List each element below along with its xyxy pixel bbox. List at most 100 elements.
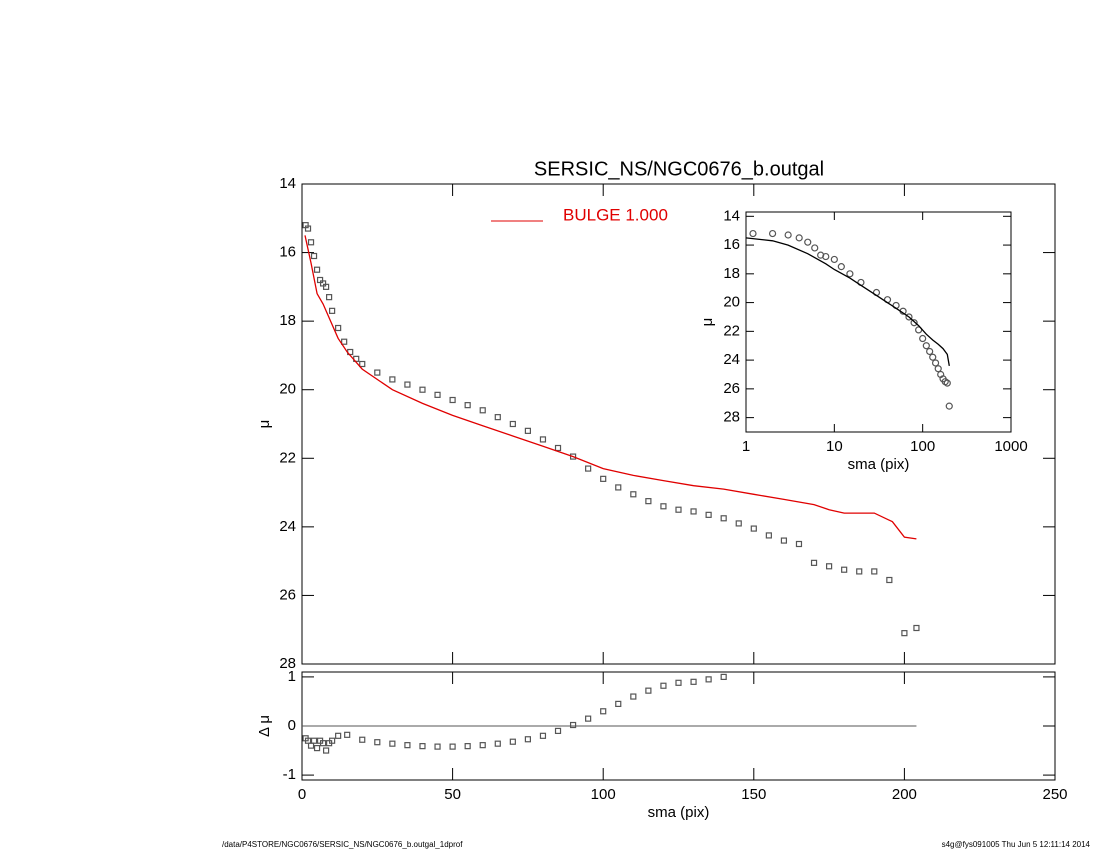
data-point: [554, 444, 562, 452]
y-tick-label: 26: [723, 380, 740, 397]
data-point: [319, 740, 327, 747]
y-tick-label: 18: [279, 312, 296, 329]
data-point: [434, 391, 441, 398]
y-tick-label: 22: [723, 322, 740, 339]
data-point: [810, 559, 818, 566]
data-point: [341, 338, 348, 345]
data-point: [905, 313, 913, 321]
data-point: [494, 414, 501, 421]
data-point: [811, 244, 819, 252]
data-point: [524, 427, 532, 434]
y-tick-label: 28: [723, 409, 740, 426]
data-point: [509, 420, 516, 428]
data-point: [675, 506, 682, 513]
x-tick-label: 150: [741, 786, 766, 803]
data-point: [494, 740, 501, 747]
x-tick-label: 250: [1042, 786, 1067, 803]
data-point: [313, 744, 321, 752]
data-point: [720, 515, 727, 522]
data-point: [871, 568, 878, 575]
data-point: [434, 743, 441, 750]
data-point: [307, 239, 315, 246]
data-point: [645, 498, 652, 505]
data-point: [539, 436, 547, 443]
data-point: [749, 229, 757, 238]
y-tick-label: 20: [279, 381, 296, 398]
footer-stamp: s4g@fys091005 Thu Jun 5 12:11:14 2014: [942, 840, 1091, 849]
legend-label: BULGE 1.000: [563, 205, 668, 224]
y-tick-label: 14: [279, 175, 296, 192]
data-point: [524, 736, 532, 743]
data-point: [795, 234, 803, 242]
data-point: [690, 678, 697, 685]
data-point: [830, 255, 838, 264]
y-tick-label: 16: [279, 244, 296, 261]
data-point: [304, 225, 312, 232]
model-line: [304, 235, 917, 540]
x-tick-label: 1000: [994, 438, 1027, 455]
data-point: [705, 676, 712, 683]
data-point: [929, 353, 937, 361]
data-point: [690, 508, 697, 515]
data-point: [660, 503, 667, 510]
data-point: [359, 360, 366, 368]
plot-frame: [301, 183, 1056, 665]
data-point: [539, 732, 547, 739]
x-tick-label: 100: [591, 786, 616, 803]
data-point: [404, 381, 411, 388]
data-point: [934, 365, 942, 373]
data-point: [720, 673, 727, 681]
data-point: [322, 747, 330, 754]
data-point: [600, 475, 607, 482]
y-tick-label: 1: [288, 668, 296, 685]
y-axis-label: Δ μ: [256, 715, 273, 737]
data-point: [479, 742, 486, 749]
y-tick-label: 26: [279, 586, 296, 603]
footer-path: /data/P4STORE/NGC0676/SERSIC_NS/NGC0676_…: [222, 840, 463, 849]
data-point: [310, 252, 318, 260]
y-tick-label: 16: [723, 236, 740, 253]
data-point: [344, 731, 351, 738]
x-tick-label: 10: [826, 438, 843, 455]
chart-title: SERSIC_NS/NGC0676_b.outgal: [534, 158, 824, 180]
y-tick-label: 22: [279, 449, 296, 466]
x-axis-label: sma (pix): [848, 456, 910, 473]
data-point: [464, 743, 471, 750]
data-point: [615, 484, 622, 491]
data-point: [310, 737, 318, 744]
data-point: [945, 402, 953, 410]
data-point: [780, 537, 788, 544]
data-point: [449, 743, 456, 750]
data-point: [645, 687, 652, 694]
data-point: [600, 708, 607, 715]
data-point: [554, 727, 562, 735]
data-point: [765, 532, 772, 539]
data-point: [660, 682, 667, 689]
x-axis-label: sma (pix): [648, 804, 710, 821]
data-point: [768, 229, 777, 238]
data-point: [335, 732, 342, 739]
data-point: [825, 563, 833, 570]
data-point: [630, 491, 637, 498]
data-point: [705, 511, 712, 518]
y-tick-label: 0: [288, 717, 296, 734]
data-point: [419, 743, 426, 750]
data-point: [313, 266, 321, 273]
y-tick-label: 24: [279, 518, 296, 535]
data-point: [326, 294, 333, 301]
data-point: [419, 386, 426, 393]
y-tick-label: 14: [723, 207, 740, 224]
data-point: [841, 566, 848, 573]
plot-frame: [745, 211, 1012, 433]
y-axis-label: μ: [699, 318, 716, 327]
y-tick-label: -1: [283, 766, 296, 783]
data-point: [922, 342, 930, 350]
data-point: [913, 624, 920, 632]
data-point: [359, 736, 366, 743]
data-point: [335, 324, 342, 332]
y-tick-label: 28: [279, 655, 296, 672]
x-tick-label: 200: [892, 786, 917, 803]
data-point: [479, 407, 486, 414]
data-point: [630, 693, 637, 700]
data-point: [569, 721, 577, 729]
